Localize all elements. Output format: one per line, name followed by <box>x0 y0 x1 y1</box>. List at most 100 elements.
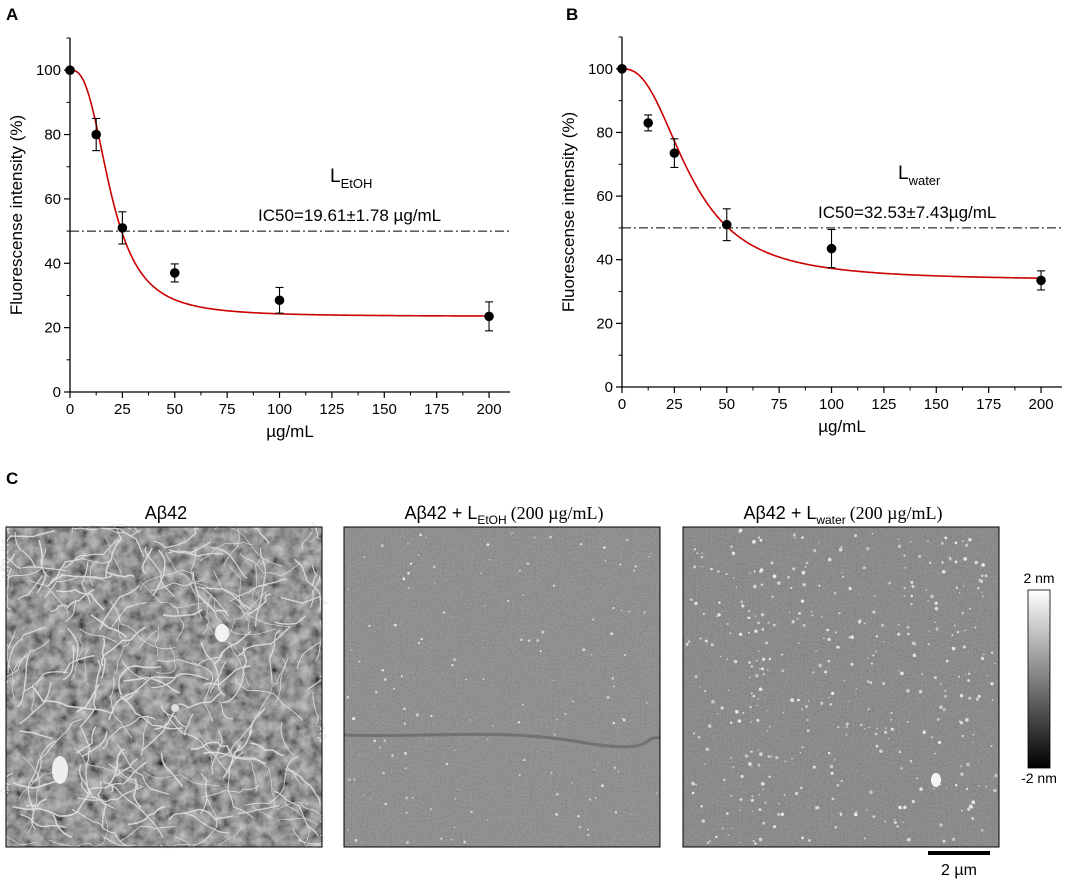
afm-particle <box>787 575 790 579</box>
afm-particle <box>650 553 652 555</box>
afm-particle <box>827 637 831 642</box>
afm-particle <box>748 762 752 766</box>
chart-b-xtick-label-3: 75 <box>771 396 788 413</box>
afm-particle <box>977 784 980 787</box>
afm-particle <box>812 671 815 674</box>
afm-particle <box>748 616 751 619</box>
afm-particle <box>922 730 926 734</box>
afm-particle <box>792 567 796 571</box>
afm-particle <box>523 758 526 762</box>
afm-particle <box>780 812 784 816</box>
afm-particle <box>761 667 764 671</box>
afm-fibril <box>300 802 326 823</box>
afm-particle <box>850 662 854 666</box>
afm-particle <box>814 805 819 810</box>
afm-fibril <box>140 581 180 613</box>
afm-particle <box>753 584 757 589</box>
afm-fibril <box>280 721 294 756</box>
afm-fibril <box>199 541 254 562</box>
afm-particle <box>921 673 923 676</box>
afm-particle <box>469 810 473 814</box>
afm-particle <box>430 714 433 718</box>
afm-particle <box>701 819 706 823</box>
afm-particle <box>710 643 714 647</box>
afm-particle <box>860 723 863 727</box>
afm-particle <box>578 825 582 829</box>
afm-particle <box>706 841 710 844</box>
afm-particle <box>482 677 485 680</box>
afm-fibril <box>84 648 90 686</box>
afm-particle <box>646 702 648 704</box>
afm-particle <box>939 823 943 827</box>
afm-particle <box>840 546 843 548</box>
afm-fibril <box>118 665 161 696</box>
afm-particle <box>984 574 988 578</box>
afm-particle <box>882 682 885 685</box>
afm-particle <box>898 538 900 541</box>
afm-fibril <box>0 540 22 569</box>
afm-particle <box>934 606 939 611</box>
afm-particle <box>613 766 617 769</box>
afm-fibril <box>79 659 101 728</box>
afm-particle <box>845 722 849 726</box>
afm-particle <box>965 787 969 791</box>
chart-b-series-label: Lwater <box>898 163 941 188</box>
afm-panel: Aβ42 Aβ42 + LEtOH (200 µg/mL) Aβ42 + Lwat… <box>0 503 1057 879</box>
afm-particle <box>967 672 971 676</box>
afm-fibril <box>200 772 208 815</box>
afm-fibril <box>70 635 84 681</box>
afm-fibril <box>218 827 245 846</box>
afm-particle <box>974 626 977 629</box>
afm-particle <box>967 651 969 653</box>
afm-particle <box>964 543 969 547</box>
afm-particle <box>751 795 754 798</box>
afm-particle <box>900 671 904 676</box>
afm-particle <box>556 718 558 721</box>
afm-particle <box>440 837 443 840</box>
afm-fibril <box>312 565 319 586</box>
afm-fibril <box>127 805 166 825</box>
afm-particle <box>942 839 946 843</box>
afm-particle <box>801 536 804 539</box>
afm-fibril <box>229 642 250 687</box>
afm-fibril <box>36 539 47 594</box>
afm-particle <box>815 649 817 652</box>
afm-fibril <box>301 529 313 550</box>
afm-particle <box>697 735 701 739</box>
afm-particle <box>934 601 938 605</box>
afm-fibril <box>60 573 106 581</box>
afm-particle <box>968 538 972 542</box>
chart-a-point-4 <box>274 295 285 306</box>
afm-particle <box>893 818 896 821</box>
afm-particle <box>737 719 742 723</box>
afm-particle <box>729 632 732 635</box>
afm-fibril <box>276 801 309 811</box>
afm-fibril <box>123 676 180 694</box>
afm-particle <box>742 711 745 714</box>
afm-particle <box>747 631 750 634</box>
afm-particle <box>977 760 979 763</box>
afm-fibril <box>100 626 146 667</box>
afm-fibril <box>180 812 229 834</box>
afm-particle <box>757 621 760 625</box>
afm-fibril <box>19 681 52 725</box>
afm-particle <box>383 739 386 742</box>
afm-particle <box>937 572 939 574</box>
afm-particle <box>434 582 436 584</box>
afm-particle <box>911 800 915 804</box>
afm-fibril <box>102 716 156 750</box>
afm-particle <box>469 719 471 721</box>
afm-particle <box>961 735 964 738</box>
chart-b-xtick-label-5: 125 <box>871 396 896 413</box>
afm-particle <box>691 781 695 786</box>
afm-particle <box>768 775 771 779</box>
afm-particle <box>768 725 771 728</box>
afm-particle <box>858 593 860 595</box>
afm-fibril <box>296 641 321 669</box>
afm-particle <box>588 798 592 801</box>
afm-particle <box>870 662 873 665</box>
afm-fibril <box>79 764 90 795</box>
afm-particle <box>526 562 530 565</box>
afm-particle <box>717 570 720 573</box>
afm-particle <box>796 617 799 620</box>
